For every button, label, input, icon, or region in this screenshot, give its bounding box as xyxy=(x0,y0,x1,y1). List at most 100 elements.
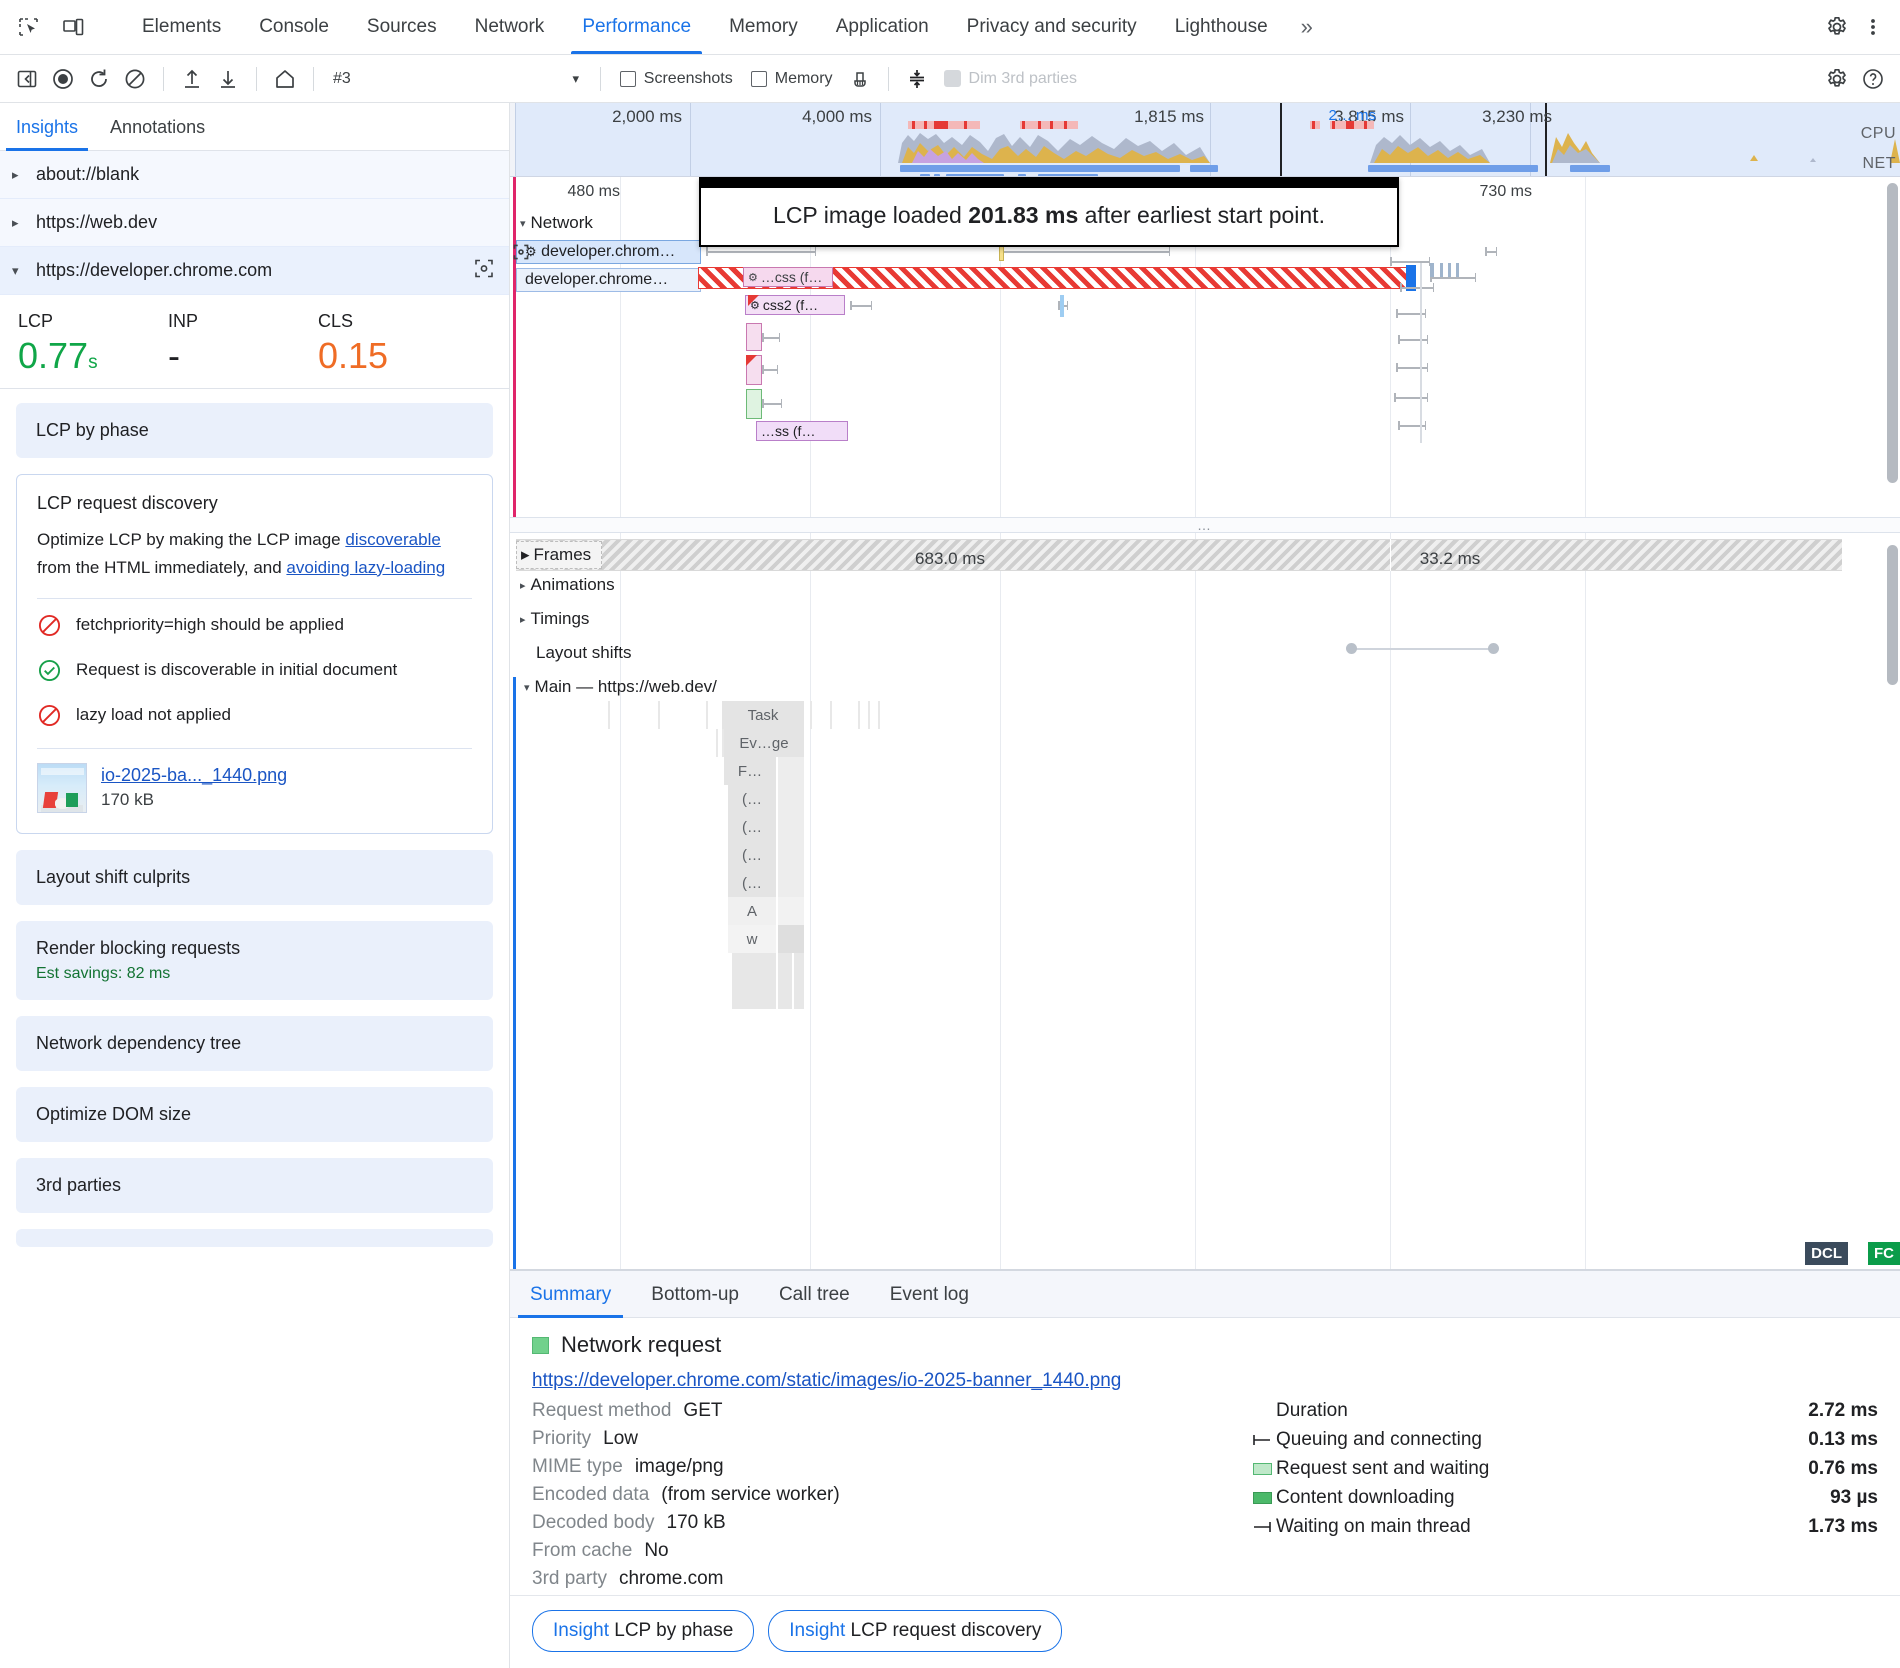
track-label-layout-shifts[interactable]: Layout shifts xyxy=(536,643,631,663)
flame-row[interactable] xyxy=(778,925,804,953)
flame-row[interactable] xyxy=(778,785,804,813)
track-label-frames[interactable]: ▸ Frames xyxy=(516,541,603,569)
record-icon[interactable] xyxy=(46,63,80,95)
sidebar-tab-annotations[interactable]: Annotations xyxy=(94,103,221,150)
collect-garbage-icon[interactable] xyxy=(843,63,877,95)
layout-shift-marker[interactable] xyxy=(1488,643,1499,654)
download-profile-icon[interactable] xyxy=(211,63,245,95)
chip-lcp-request-discovery[interactable]: Insight LCP request discovery xyxy=(768,1610,1063,1652)
drawer-tab-event-log[interactable]: Event log xyxy=(870,1271,989,1317)
tab-memory[interactable]: Memory xyxy=(710,0,817,54)
timing-name: Duration xyxy=(1276,1400,1348,1421)
network-row-selected[interactable]: ⚙ developer.chrom… xyxy=(516,239,701,265)
collapse-tracks-icon[interactable] xyxy=(900,63,934,95)
dim-3rd-parties-toggle[interactable]: Dim 3rd parties xyxy=(936,70,1085,88)
tab-network[interactable]: Network xyxy=(456,0,564,54)
gear-icon[interactable] xyxy=(1820,63,1854,95)
screenshot-icon[interactable] xyxy=(473,257,495,284)
track-label-main[interactable]: ▾ Main — https://web.dev/ xyxy=(524,677,717,697)
flame-row-a[interactable]: A xyxy=(728,897,776,925)
flame-row-task[interactable]: Task xyxy=(722,701,804,729)
flame-row[interactable] xyxy=(778,841,804,869)
timeline-event-ss[interactable]: …ss (f… xyxy=(756,421,848,441)
chip-lcp-by-phase[interactable]: Insight LCP by phase xyxy=(532,1610,755,1652)
flame-row[interactable]: (… xyxy=(728,813,776,841)
detail-value: No xyxy=(644,1540,669,1561)
timeline-overview[interactable]: 2,000 ms 4,000 ms 1,815 ms 3,815 ms 2… m… xyxy=(510,103,1900,177)
tab-privacy-and-security[interactable]: Privacy and security xyxy=(948,0,1156,54)
insight-lcp-by-phase[interactable]: LCP by phase xyxy=(16,402,493,458)
origin-item-about-blank[interactable]: ▸ about://blank xyxy=(0,151,509,199)
home-icon[interactable] xyxy=(268,63,302,95)
reload-record-icon[interactable] xyxy=(82,63,116,95)
chevron-down-icon[interactable]: ▾ xyxy=(572,70,580,86)
track-label-timings[interactable]: ▸ Timings xyxy=(520,609,589,629)
lazy-loading-link[interactable]: avoiding lazy-loading xyxy=(286,557,446,577)
insight-optimize-dom-size[interactable]: Optimize DOM size xyxy=(16,1086,493,1142)
tracks-scrollbar-main[interactable] xyxy=(1887,545,1898,685)
sidebar-toggle-icon[interactable] xyxy=(10,63,44,95)
network-row-2[interactable]: developer.chrome… xyxy=(516,267,701,293)
flame-row[interactable] xyxy=(778,897,804,925)
flame-row[interactable] xyxy=(778,813,804,841)
history-label[interactable]: #3 xyxy=(333,69,351,87)
tab-lighthouse[interactable]: Lighthouse xyxy=(1156,0,1287,54)
insight-partial[interactable] xyxy=(16,1228,493,1247)
flame-row[interactable]: (… xyxy=(728,841,776,869)
flame-row[interactable]: F… xyxy=(724,757,776,785)
tab-elements[interactable]: Elements xyxy=(123,0,240,54)
upload-profile-icon[interactable] xyxy=(175,63,209,95)
flame-row[interactable] xyxy=(732,953,776,981)
track-frames[interactable]: ▸ Frames xyxy=(516,539,1842,571)
track-label-animations[interactable]: ▸ Animations xyxy=(520,575,615,595)
flame-row[interactable] xyxy=(778,869,804,897)
layout-shift-marker[interactable] xyxy=(1346,643,1357,654)
drawer-tab-call-tree[interactable]: Call tree xyxy=(759,1271,870,1317)
drawer-tab-bottom-up[interactable]: Bottom-up xyxy=(631,1271,759,1317)
flame-row-w[interactable]: w xyxy=(728,925,776,953)
kebab-menu-icon[interactable] xyxy=(1858,12,1888,42)
screenshots-checkbox[interactable]: Screenshots xyxy=(612,70,741,88)
insight-lcp-request-discovery[interactable]: LCP request discovery Optimize LCP by ma… xyxy=(16,473,493,834)
help-icon[interactable] xyxy=(1856,63,1890,95)
sidebar-tab-insights[interactable]: Insights xyxy=(0,103,94,151)
tracks-scrollbar-top[interactable] xyxy=(1887,183,1898,483)
flame-row[interactable] xyxy=(778,981,792,1009)
request-url-link[interactable]: https://developer.chrome.com/static/imag… xyxy=(532,1370,1122,1391)
insight-render-blocking-requests[interactable]: Render blocking requests Est savings: 82… xyxy=(16,920,493,1000)
more-tabs-icon[interactable]: » xyxy=(1300,14,1313,39)
timeline-event-css2[interactable]: ⚙ css2 (f… xyxy=(745,295,845,315)
track-resize-handle[interactable]: … xyxy=(510,517,1900,533)
insight-network-dependency-tree[interactable]: Network dependency tree xyxy=(16,1015,493,1071)
marker-dcl[interactable]: DCL xyxy=(1805,1242,1848,1265)
timeline-tracks[interactable]: 480 ms 500 ms 550 ms 600 ms 650 ms 730 m… xyxy=(510,177,1900,1270)
clear-icon[interactable] xyxy=(118,63,152,95)
tab-application[interactable]: Application xyxy=(817,0,948,54)
marker-fcp[interactable]: FC xyxy=(1868,1242,1900,1265)
timeline-event-css[interactable]: ⚙ …css (f… xyxy=(743,267,833,287)
gear-icon[interactable] xyxy=(1822,12,1852,42)
flame-row[interactable] xyxy=(732,981,776,1009)
lcp-image-filename[interactable]: io-2025-ba..._1440.png xyxy=(101,765,288,786)
flame-row[interactable] xyxy=(778,757,804,785)
flame-row[interactable] xyxy=(778,953,792,981)
flame-row[interactable]: (… xyxy=(728,869,776,897)
flame-row[interactable]: (… xyxy=(728,785,776,813)
screenshot-icon[interactable] xyxy=(510,239,534,265)
discoverable-link[interactable]: discoverable xyxy=(345,529,441,549)
track-label-network[interactable]: ▾ Network xyxy=(520,213,593,233)
drawer-tab-summary[interactable]: Summary xyxy=(510,1271,631,1318)
memory-checkbox[interactable]: Memory xyxy=(743,70,841,88)
flame-row-event[interactable]: Ev…ge xyxy=(724,729,804,757)
device-toolbar-icon[interactable] xyxy=(58,12,88,42)
origin-item-developer-chrome-com[interactable]: ▾ https://developer.chrome.com xyxy=(0,247,509,295)
tab-sources[interactable]: Sources xyxy=(348,0,456,54)
insight-3rd-parties[interactable]: 3rd parties xyxy=(16,1157,493,1213)
flame-row[interactable] xyxy=(794,953,804,981)
insight-layout-shift-culprits[interactable]: Layout shift culprits xyxy=(16,849,493,905)
inspect-element-icon[interactable] xyxy=(14,12,44,42)
tab-console[interactable]: Console xyxy=(240,0,348,54)
tab-performance[interactable]: Performance xyxy=(563,0,710,54)
origin-item-web-dev[interactable]: ▸ https://web.dev xyxy=(0,199,509,247)
flame-row[interactable] xyxy=(794,981,804,1009)
